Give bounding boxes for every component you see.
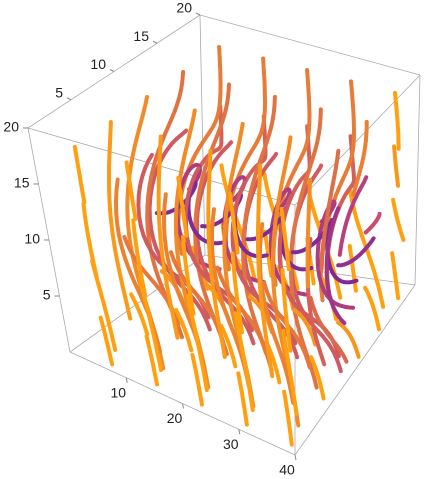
streamline (219, 323, 238, 369)
streamline (181, 234, 196, 316)
y-tick-label: 15 (133, 28, 149, 44)
streamline (393, 90, 401, 151)
streamline (292, 307, 318, 347)
box-edge (414, 74, 421, 286)
streamline (391, 197, 406, 242)
x-tick (125, 377, 128, 383)
box-edge (199, 14, 421, 76)
streamline (256, 163, 275, 378)
y-tick (152, 40, 158, 44)
y-tick (109, 69, 115, 72)
streamline (206, 148, 227, 359)
streamline (233, 311, 255, 413)
z-tick-label: 10 (24, 231, 40, 247)
streamline (72, 145, 87, 205)
streamline (324, 206, 347, 326)
streamline (363, 285, 381, 332)
streamline (190, 352, 204, 407)
box-edge (294, 284, 416, 456)
streamline (305, 177, 312, 289)
y-tick-label: 10 (90, 56, 106, 72)
streamline (144, 334, 159, 387)
x-tick-label: 20 (167, 410, 183, 426)
y-tick-label: 20 (176, 0, 192, 16)
streamline (107, 120, 133, 321)
streamline (131, 218, 148, 298)
streamline (290, 218, 359, 285)
y-tick-label: 5 (55, 84, 63, 100)
streamline (279, 206, 291, 272)
streamline (236, 371, 249, 427)
y-tick (195, 12, 201, 16)
streamline (81, 201, 99, 279)
streamline (392, 144, 400, 188)
streamline (363, 211, 382, 235)
streamline (319, 148, 341, 272)
streamlines (72, 45, 406, 447)
streamline (308, 296, 349, 364)
streamline (227, 191, 240, 255)
streamline (124, 160, 138, 221)
x-tick-label: 30 (223, 436, 239, 452)
streamline (263, 229, 274, 278)
streamline (185, 293, 209, 392)
box-edge (294, 74, 421, 206)
streamline (390, 251, 401, 301)
x-tick (182, 403, 184, 409)
x-tick (238, 429, 241, 435)
streamline (262, 280, 312, 370)
streamline (129, 292, 150, 337)
box-edge (199, 14, 206, 256)
z-tick-label: 20 (3, 119, 19, 135)
streamline (147, 128, 212, 332)
streamline (230, 251, 244, 335)
x-tick-label: 40 (279, 462, 295, 478)
streamline (348, 189, 386, 309)
y-tick (66, 97, 72, 101)
streamline (337, 175, 369, 257)
x-tick (294, 454, 297, 461)
streamline (336, 236, 376, 268)
streamline (194, 140, 256, 346)
streamline (280, 267, 293, 353)
streamline (281, 328, 299, 416)
streamline (215, 265, 268, 355)
streamline (309, 355, 326, 401)
streamline (98, 315, 115, 367)
streamline (351, 119, 369, 197)
z-tick-label: 5 (43, 287, 51, 303)
x-tick-label: 10 (110, 384, 126, 400)
streamline (174, 308, 194, 353)
streamline (156, 134, 180, 340)
streamline (176, 175, 189, 238)
z-tick-label: 15 (14, 175, 30, 191)
streamline (336, 320, 361, 359)
streamline (282, 389, 294, 447)
